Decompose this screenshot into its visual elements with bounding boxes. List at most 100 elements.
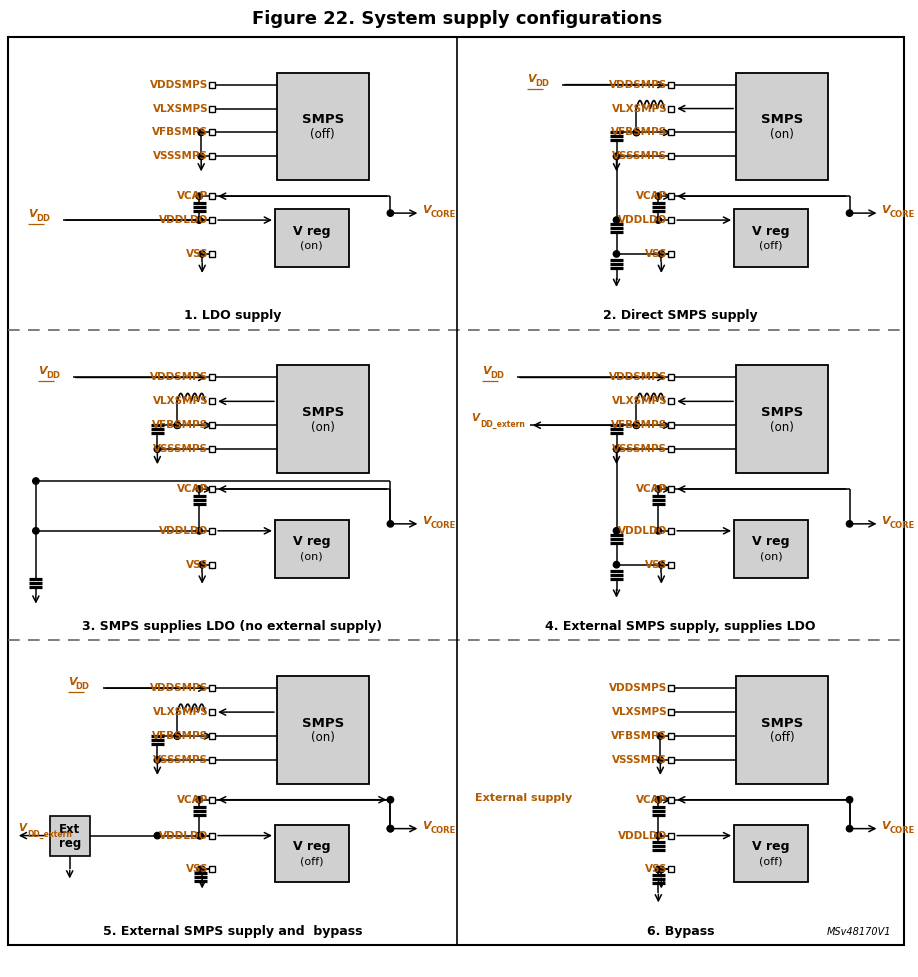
- Text: VCAP: VCAP: [636, 484, 667, 494]
- Text: VLXSMPS: VLXSMPS: [152, 707, 208, 717]
- Bar: [209, 832, 215, 838]
- Bar: [668, 446, 674, 452]
- Text: (on): (on): [311, 732, 335, 744]
- Circle shape: [613, 528, 620, 534]
- Circle shape: [33, 478, 39, 485]
- Bar: [734, 825, 808, 882]
- Bar: [209, 757, 215, 763]
- Circle shape: [154, 832, 161, 839]
- Circle shape: [196, 796, 202, 803]
- Circle shape: [613, 562, 620, 568]
- Circle shape: [197, 867, 204, 872]
- Text: VDDSMPS: VDDSMPS: [609, 80, 667, 90]
- Text: CORE: CORE: [890, 210, 914, 219]
- Text: V: V: [482, 366, 491, 376]
- Bar: [209, 486, 215, 492]
- Text: VDDSMPS: VDDSMPS: [150, 372, 208, 382]
- Bar: [668, 106, 674, 111]
- Text: VDDSMPS: VDDSMPS: [609, 372, 667, 382]
- Text: (on): (on): [311, 421, 335, 434]
- Text: (off): (off): [300, 857, 323, 867]
- Text: VLXSMPS: VLXSMPS: [611, 104, 667, 113]
- Circle shape: [846, 521, 853, 527]
- Circle shape: [198, 153, 205, 159]
- Text: V: V: [527, 73, 535, 84]
- Bar: [668, 130, 674, 136]
- Bar: [668, 251, 674, 257]
- Bar: [274, 825, 349, 882]
- Circle shape: [846, 796, 853, 803]
- Text: VSSSMPS: VSSSMPS: [153, 151, 208, 161]
- Text: DD_extern: DD_extern: [480, 420, 525, 429]
- Circle shape: [199, 251, 206, 257]
- Bar: [209, 528, 215, 533]
- Circle shape: [613, 217, 620, 224]
- Circle shape: [199, 562, 206, 568]
- Bar: [209, 130, 215, 136]
- Text: VCAP: VCAP: [177, 191, 208, 201]
- Text: SMPS: SMPS: [761, 716, 803, 730]
- Circle shape: [846, 210, 853, 216]
- Circle shape: [387, 826, 394, 831]
- Text: DD: DD: [36, 214, 50, 223]
- Bar: [209, 733, 215, 739]
- Bar: [668, 486, 674, 492]
- Text: V: V: [422, 205, 431, 215]
- Bar: [209, 867, 215, 872]
- Text: 1. LDO supply: 1. LDO supply: [184, 309, 281, 322]
- Text: V: V: [881, 821, 890, 830]
- Text: (on): (on): [770, 128, 794, 141]
- Circle shape: [658, 867, 665, 872]
- Text: External supply: External supply: [476, 792, 572, 803]
- Circle shape: [174, 733, 181, 740]
- Text: VFBSMPS: VFBSMPS: [611, 127, 667, 138]
- Bar: [277, 365, 368, 473]
- Text: DD: DD: [75, 682, 90, 691]
- Text: VDDLDO: VDDLDO: [159, 526, 208, 535]
- Circle shape: [633, 129, 640, 136]
- Text: MSv48170V1: MSv48170V1: [827, 927, 891, 937]
- Text: CORE: CORE: [890, 521, 914, 530]
- Text: VDDLDO: VDDLDO: [159, 830, 208, 840]
- Text: V: V: [422, 821, 431, 830]
- Text: (off): (off): [769, 732, 794, 744]
- Circle shape: [655, 193, 662, 199]
- Text: VCAP: VCAP: [636, 191, 667, 201]
- Circle shape: [387, 210, 394, 216]
- Bar: [209, 82, 215, 88]
- Bar: [209, 106, 215, 111]
- Bar: [668, 685, 674, 691]
- Text: V: V: [18, 823, 26, 832]
- Text: SMPS: SMPS: [761, 405, 803, 419]
- Text: VSS: VSS: [185, 865, 208, 874]
- Bar: [668, 757, 674, 763]
- Circle shape: [633, 422, 640, 429]
- Text: V reg: V reg: [293, 225, 330, 237]
- Bar: [209, 446, 215, 452]
- Text: V: V: [422, 516, 431, 526]
- Bar: [734, 520, 808, 577]
- Bar: [668, 797, 674, 803]
- Text: VLXSMPS: VLXSMPS: [152, 397, 208, 406]
- Bar: [734, 209, 808, 267]
- Text: VFBSMPS: VFBSMPS: [611, 420, 667, 430]
- Text: (on): (on): [300, 241, 323, 251]
- Text: CORE: CORE: [431, 210, 455, 219]
- Text: VSSSMPS: VSSSMPS: [612, 445, 667, 454]
- Text: VSS: VSS: [644, 560, 667, 570]
- Text: V: V: [68, 677, 76, 687]
- Bar: [668, 562, 674, 568]
- Text: (on): (on): [770, 421, 794, 434]
- Circle shape: [196, 832, 202, 839]
- Bar: [736, 676, 828, 784]
- Bar: [274, 209, 349, 267]
- Text: CORE: CORE: [431, 521, 455, 530]
- Text: (off): (off): [759, 241, 783, 251]
- Circle shape: [846, 826, 853, 831]
- Text: 6. Bypass: 6. Bypass: [647, 924, 714, 938]
- Circle shape: [196, 193, 202, 199]
- Circle shape: [387, 796, 394, 803]
- Text: VDDSMPS: VDDSMPS: [609, 683, 667, 694]
- Bar: [668, 709, 674, 715]
- Circle shape: [174, 733, 181, 740]
